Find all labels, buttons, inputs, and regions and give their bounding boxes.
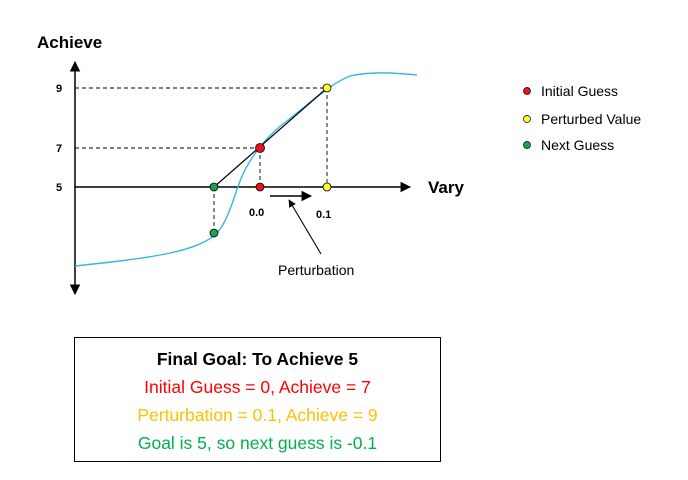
x-tick-0-1: 0.1 bbox=[316, 209, 331, 221]
legend-marker-perturbed-value bbox=[523, 115, 531, 123]
y-tick-5: 5 bbox=[56, 182, 62, 194]
legend: Initial Guess Perturbed Value Next Guess bbox=[523, 83, 641, 153]
secant-line bbox=[213, 87, 328, 188]
initial-guess-point-curve bbox=[255, 143, 265, 153]
perturbed-value-point-axis bbox=[322, 182, 332, 192]
summary-box: Final Goal: To Achieve 5 Initial Guess =… bbox=[74, 337, 441, 462]
next-guess-point-curve bbox=[209, 228, 219, 238]
summary-initial-guess-line: Initial Guess = 0, Achieve = 7 bbox=[144, 377, 371, 397]
perturbation-pointer-arrow bbox=[288, 199, 322, 255]
y-tick-9: 9 bbox=[56, 83, 62, 95]
summary-perturbation-line: Perturbation = 0.1, Achieve = 9 bbox=[137, 405, 378, 425]
y-tick-7: 7 bbox=[56, 143, 62, 155]
x-axis-title: Vary bbox=[428, 178, 464, 197]
legend-label-initial-guess: Initial Guess bbox=[541, 83, 618, 99]
response-curve bbox=[74, 72, 418, 267]
initial-guess-point-axis bbox=[255, 182, 265, 192]
perturbed-value-point-curve bbox=[322, 83, 332, 93]
x-tick-0-0: 0.0 bbox=[249, 207, 264, 219]
legend-label-next-guess: Next Guess bbox=[541, 137, 614, 153]
perturbation-label: Perturbation bbox=[278, 262, 354, 278]
y-axis-title: Achieve bbox=[37, 33, 102, 52]
legend-label-perturbed-value: Perturbed Value bbox=[541, 111, 641, 127]
legend-marker-initial-guess bbox=[523, 87, 531, 95]
next-guess-point-axis bbox=[209, 182, 219, 192]
legend-marker-next-guess bbox=[523, 141, 531, 149]
summary-next-guess-line: Goal is 5, so next guess is -0.1 bbox=[137, 433, 378, 453]
summary-title: Final Goal: To Achieve 5 bbox=[156, 349, 359, 369]
